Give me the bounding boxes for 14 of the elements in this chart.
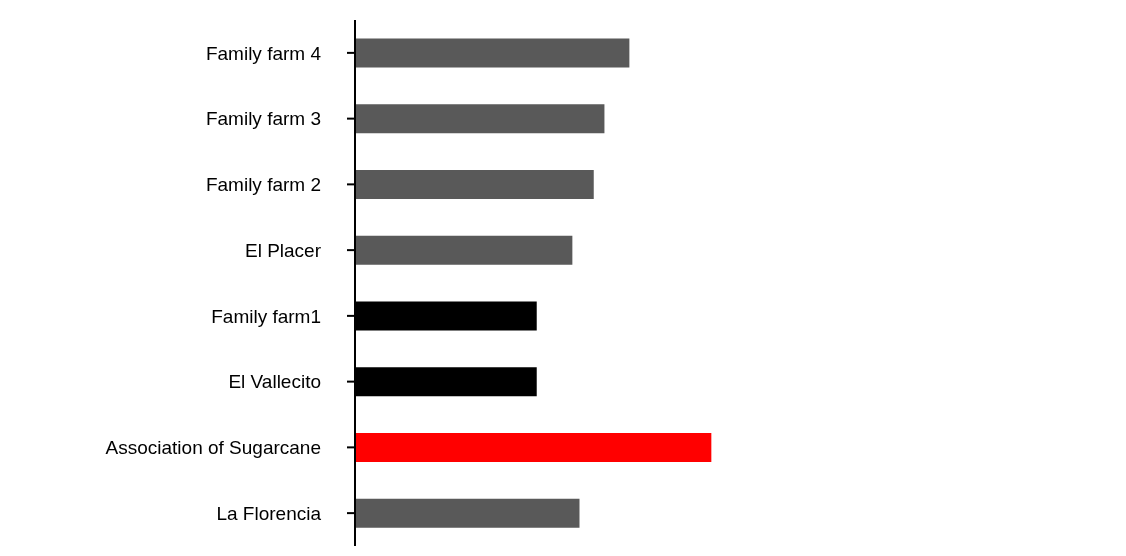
bar bbox=[355, 169, 594, 199]
bar bbox=[355, 432, 712, 462]
y-tick-label: Family farm 4 bbox=[205, 42, 322, 64]
y-tick-label: La Florencia bbox=[216, 502, 322, 524]
bar bbox=[355, 38, 630, 68]
y-tick-label: Family farm1 bbox=[211, 305, 321, 327]
bar bbox=[355, 498, 580, 528]
y-tick-label: El Placer bbox=[244, 239, 322, 261]
bar bbox=[355, 104, 605, 134]
y-tick-label: El Vallecito bbox=[228, 371, 321, 393]
y-tick-label: Family farm 2 bbox=[205, 174, 321, 196]
y-tick-label: Family farm 3 bbox=[205, 108, 321, 130]
y-tick-label: Association of Sugarcane bbox=[105, 437, 321, 459]
bar bbox=[355, 235, 573, 265]
